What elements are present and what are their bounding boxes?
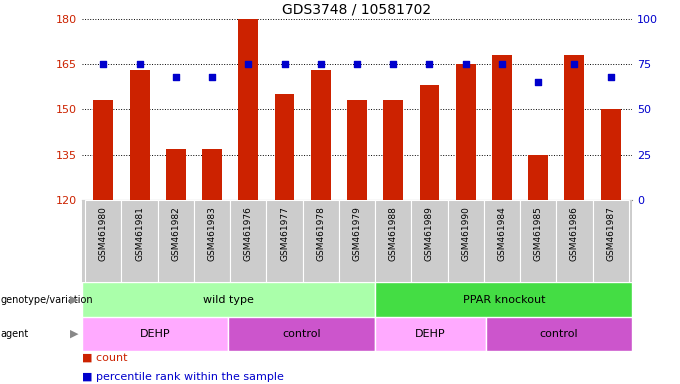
- Point: [279, 332, 290, 338]
- Point: [605, 74, 616, 80]
- Bar: [158, 200, 194, 282]
- Bar: [230, 200, 267, 282]
- Text: GSM461980: GSM461980: [99, 206, 108, 261]
- Point: [171, 353, 182, 359]
- Text: DEHP: DEHP: [415, 329, 446, 339]
- Point: [388, 61, 398, 68]
- Point: [134, 332, 145, 338]
- Point: [171, 74, 182, 80]
- Bar: [384, 101, 403, 200]
- Bar: [420, 85, 439, 200]
- Point: [496, 332, 507, 338]
- Text: control: control: [540, 329, 578, 339]
- Bar: [486, 317, 632, 351]
- Point: [352, 332, 362, 338]
- Point: [316, 61, 326, 68]
- Text: agent: agent: [1, 329, 29, 339]
- Point: [424, 332, 435, 338]
- Text: GSM461976: GSM461976: [244, 206, 253, 261]
- Point: [134, 61, 145, 68]
- Bar: [82, 200, 632, 282]
- Point: [569, 332, 580, 338]
- Point: [532, 79, 543, 86]
- Bar: [122, 200, 158, 282]
- Bar: [311, 70, 330, 200]
- Text: wild type: wild type: [203, 295, 254, 305]
- Text: DEHP: DEHP: [139, 329, 171, 339]
- Bar: [238, 19, 258, 200]
- Point: [316, 332, 326, 338]
- Point: [460, 61, 471, 68]
- Bar: [303, 200, 339, 282]
- Text: PPAR knockout: PPAR knockout: [462, 295, 545, 305]
- Bar: [347, 101, 367, 200]
- Text: control: control: [283, 329, 321, 339]
- Title: GDS3748 / 10581702: GDS3748 / 10581702: [282, 3, 432, 17]
- Bar: [82, 282, 375, 317]
- Bar: [411, 200, 447, 282]
- Bar: [82, 317, 228, 351]
- Bar: [528, 155, 548, 200]
- Point: [460, 332, 471, 338]
- Bar: [600, 109, 621, 200]
- Bar: [93, 101, 114, 200]
- Text: GSM461990: GSM461990: [461, 206, 470, 261]
- Bar: [130, 70, 150, 200]
- Text: ■ percentile rank within the sample: ■ percentile rank within the sample: [82, 372, 284, 382]
- Text: GSM461982: GSM461982: [171, 206, 180, 261]
- Bar: [228, 317, 375, 351]
- Point: [243, 332, 254, 338]
- Bar: [484, 200, 520, 282]
- Bar: [375, 317, 486, 351]
- Text: GSM461988: GSM461988: [389, 206, 398, 261]
- Text: ▶: ▶: [69, 329, 78, 339]
- Text: genotype/variation: genotype/variation: [1, 295, 93, 305]
- Point: [532, 362, 543, 368]
- Bar: [564, 55, 584, 200]
- Point: [243, 61, 254, 68]
- Bar: [456, 65, 476, 200]
- Bar: [85, 200, 122, 282]
- Point: [207, 353, 218, 359]
- Bar: [339, 200, 375, 282]
- Point: [569, 61, 580, 68]
- Text: ▶: ▶: [69, 295, 78, 305]
- Text: GSM461978: GSM461978: [316, 206, 325, 261]
- Bar: [447, 200, 484, 282]
- Text: GSM461979: GSM461979: [352, 206, 362, 261]
- Point: [352, 61, 362, 68]
- Text: GSM461977: GSM461977: [280, 206, 289, 261]
- Point: [388, 332, 398, 338]
- Bar: [202, 149, 222, 200]
- Bar: [375, 200, 411, 282]
- Bar: [556, 200, 592, 282]
- Text: GSM461983: GSM461983: [207, 206, 216, 261]
- Bar: [267, 200, 303, 282]
- Bar: [592, 200, 629, 282]
- Point: [279, 61, 290, 68]
- Text: GSM461985: GSM461985: [534, 206, 543, 261]
- Text: GSM461989: GSM461989: [425, 206, 434, 261]
- Bar: [166, 149, 186, 200]
- Point: [424, 61, 435, 68]
- Text: GSM461981: GSM461981: [135, 206, 144, 261]
- Text: GSM461984: GSM461984: [498, 206, 507, 261]
- Text: ■ count: ■ count: [82, 353, 127, 363]
- Point: [496, 61, 507, 68]
- Text: GSM461987: GSM461987: [606, 206, 615, 261]
- Point: [98, 61, 109, 68]
- Bar: [492, 55, 512, 200]
- Bar: [520, 200, 556, 282]
- Point: [605, 353, 616, 359]
- Text: GSM461986: GSM461986: [570, 206, 579, 261]
- Point: [207, 74, 218, 80]
- Bar: [375, 282, 632, 317]
- Bar: [194, 200, 230, 282]
- Bar: [275, 94, 294, 200]
- Point: [98, 332, 109, 338]
